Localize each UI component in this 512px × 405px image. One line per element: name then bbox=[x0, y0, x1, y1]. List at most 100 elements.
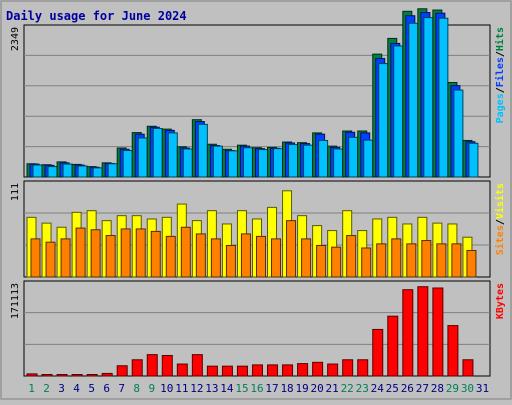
bar-sites-day-17 bbox=[271, 238, 282, 278]
x-tick-label: 13 bbox=[205, 382, 218, 395]
bar-sites-day-27 bbox=[421, 240, 432, 278]
bar-sites-day-12 bbox=[195, 233, 206, 278]
bar-pages-day-7 bbox=[122, 150, 133, 178]
bar-kbytes-day-10 bbox=[161, 354, 173, 377]
bar-pages-day-12 bbox=[197, 123, 208, 178]
x-axis-labels: 1 2 3 4 5 6 7 8 9 10 11 12 13 14 15 16 17 18 19 20 21 22 23 24 2… bbox=[28, 382, 489, 395]
bar-kbytes-day-25 bbox=[387, 315, 399, 377]
bar-pages-day-9 bbox=[152, 127, 163, 178]
bar-sites-day-22 bbox=[346, 235, 357, 278]
bar-pages-day-2 bbox=[47, 166, 58, 178]
bar-sites-day-28 bbox=[436, 243, 447, 278]
bar-sites-day-7 bbox=[120, 228, 131, 278]
bar-pages-day-13 bbox=[212, 145, 223, 178]
bar-pages-day-26 bbox=[408, 22, 419, 178]
legend-files: Files bbox=[494, 57, 506, 87]
bar-kbytes-day-4 bbox=[71, 374, 83, 377]
legend-visits-sites: Sites/Visits bbox=[494, 183, 506, 255]
legend-visits: Visits bbox=[494, 183, 506, 219]
bar-pages-day-1 bbox=[32, 164, 43, 178]
bar-kbytes-day-18 bbox=[282, 364, 294, 377]
bar-kbytes-day-24 bbox=[372, 328, 384, 377]
x-tick-label: 2 bbox=[43, 382, 50, 395]
bar-pages-day-19 bbox=[303, 144, 314, 178]
bar-sites-day-4 bbox=[75, 227, 86, 278]
x-tick-label: 5 bbox=[88, 382, 95, 395]
bar-pages-day-18 bbox=[288, 144, 299, 178]
bar-sites-day-30 bbox=[466, 249, 477, 278]
x-tick-label: 17 bbox=[265, 382, 278, 395]
bar-sites-day-14 bbox=[225, 245, 236, 278]
x-tick-label: 24 bbox=[371, 382, 385, 395]
bar-kbytes-day-16 bbox=[251, 364, 263, 377]
bar-sites-day-21 bbox=[331, 246, 342, 278]
x-tick-label: 8 bbox=[133, 382, 140, 395]
x-tick-label: 15 bbox=[235, 382, 248, 395]
x-tick-label: 16 bbox=[250, 382, 263, 395]
x-tick-label: 27 bbox=[416, 382, 429, 395]
bar-kbytes-day-17 bbox=[267, 364, 279, 377]
bar-kbytes-day-9 bbox=[146, 354, 158, 377]
bar-pages-day-10 bbox=[167, 132, 178, 178]
x-tick-label: 6 bbox=[103, 382, 110, 395]
bar-sites-day-24 bbox=[376, 243, 387, 278]
bar-pages-day-15 bbox=[242, 147, 253, 178]
bar-kbytes-day-15 bbox=[236, 365, 248, 377]
bar-sites-day-11 bbox=[180, 226, 191, 278]
bar-pages-day-20 bbox=[318, 139, 329, 178]
bar-sites-day-25 bbox=[391, 238, 402, 278]
legend-separator: / bbox=[495, 87, 506, 93]
bar-sites-day-8 bbox=[135, 228, 146, 278]
bar-pages-day-17 bbox=[273, 148, 284, 178]
x-tick-label: 23 bbox=[356, 382, 369, 395]
bar-pages-day-22 bbox=[348, 136, 359, 178]
bar-sites-day-10 bbox=[165, 235, 176, 278]
bar-sites-day-20 bbox=[316, 245, 327, 278]
bar-pages-day-28 bbox=[438, 17, 449, 178]
chart-title: Daily usage for June 2024 bbox=[6, 9, 187, 23]
bar-sites-day-13 bbox=[210, 238, 221, 278]
legend-pages: Pages bbox=[495, 93, 506, 123]
bar-kbytes-day-19 bbox=[297, 363, 309, 377]
bar-sites-day-29 bbox=[451, 243, 462, 278]
bar-pages-day-5 bbox=[92, 167, 103, 178]
legend-separator: / bbox=[495, 219, 506, 225]
bar-kbytes-day-14 bbox=[221, 365, 233, 377]
bar-kbytes-day-8 bbox=[131, 359, 143, 377]
bar-sites-day-9 bbox=[150, 230, 161, 278]
bar-sites-day-16 bbox=[255, 235, 266, 278]
bar-kbytes-day-30 bbox=[462, 359, 474, 377]
bar-kbytes-day-7 bbox=[116, 365, 128, 377]
bar-kbytes-day-22 bbox=[342, 359, 354, 377]
bar-sites-day-1 bbox=[30, 238, 41, 278]
x-tick-label: 10 bbox=[160, 382, 173, 395]
bar-pages-day-23 bbox=[363, 139, 374, 178]
bar-pages-day-29 bbox=[453, 89, 464, 178]
bar-kbytes-day-11 bbox=[176, 363, 188, 377]
legend-hits: Hits bbox=[494, 27, 506, 51]
bar-pages-day-24 bbox=[378, 63, 389, 178]
x-tick-label: 31 bbox=[476, 382, 489, 395]
y-axis-max-label: 111 bbox=[10, 183, 21, 201]
bar-sites-day-18 bbox=[286, 220, 297, 278]
bar-kbytes-day-13 bbox=[206, 365, 218, 377]
legend-separator: / bbox=[495, 51, 506, 57]
bar-kbytes-day-26 bbox=[402, 289, 414, 377]
bar-pages-day-6 bbox=[107, 163, 118, 178]
legend-kbytes: KBytes bbox=[495, 283, 506, 319]
x-tick-label: 3 bbox=[58, 382, 65, 395]
bar-pages-day-25 bbox=[393, 45, 404, 178]
y-axis-max-label: 171113 bbox=[10, 283, 21, 319]
bar-kbytes-day-23 bbox=[357, 359, 369, 377]
bar-kbytes-day-3 bbox=[56, 374, 68, 377]
x-tick-label: 9 bbox=[148, 382, 155, 395]
bar-sites-day-3 bbox=[60, 238, 71, 278]
bar-pages-day-4 bbox=[77, 165, 88, 178]
bar-kbytes-day-29 bbox=[447, 325, 459, 377]
legend-sites: Sites bbox=[494, 225, 506, 255]
bar-pages-day-27 bbox=[423, 17, 434, 178]
x-tick-label: 21 bbox=[326, 382, 339, 395]
bar-sites-day-2 bbox=[45, 241, 56, 278]
